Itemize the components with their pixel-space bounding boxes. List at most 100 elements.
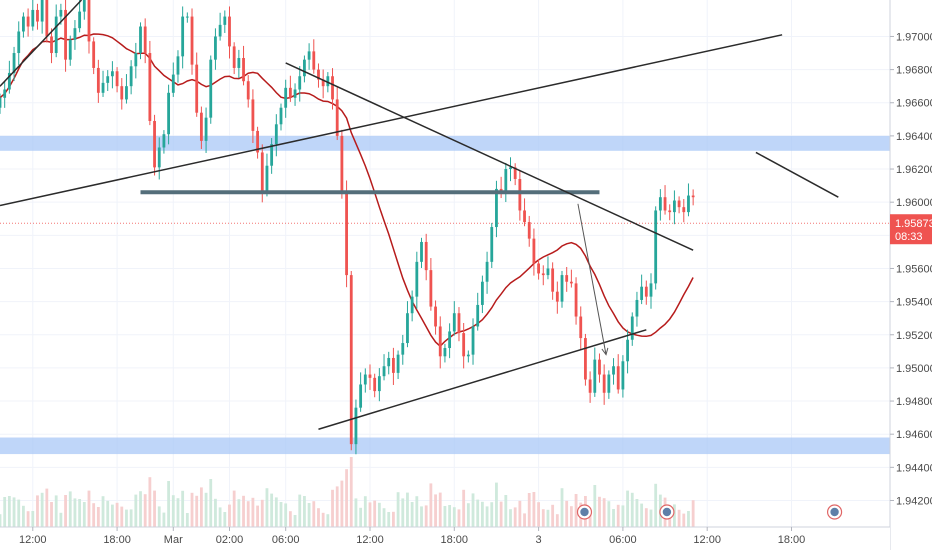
volume-bar xyxy=(265,488,269,527)
event-marker-3-icon xyxy=(830,507,839,517)
candle-body xyxy=(480,281,484,305)
candle-body xyxy=(429,270,433,307)
candle-body xyxy=(312,51,316,70)
volume-bar xyxy=(504,495,508,527)
volume-bar xyxy=(462,489,466,527)
candle-body xyxy=(181,16,185,57)
volume-bar xyxy=(471,493,475,527)
candle-body xyxy=(635,299,639,317)
price-label-value: 1.95873 xyxy=(895,218,932,230)
candle-body xyxy=(574,283,578,317)
volume-bar xyxy=(120,506,124,527)
volume-bar xyxy=(167,481,171,527)
y-tick-label: 1.95400 xyxy=(896,297,932,309)
price-axis[interactable]: 1.94200 1.94400 1.94600 1.94800 1.95000 1.952… xyxy=(889,0,932,550)
volume-bar xyxy=(78,499,82,527)
candle-body xyxy=(96,67,100,93)
candle-body xyxy=(396,354,400,373)
left-partial-line xyxy=(0,0,83,87)
candle-body xyxy=(687,195,690,213)
volume-bar xyxy=(312,501,316,527)
volume-bar xyxy=(448,505,452,527)
candle-body xyxy=(7,72,11,90)
volume-bar xyxy=(96,507,100,527)
volume-bar xyxy=(303,496,306,527)
event-marker-1-icon xyxy=(580,507,589,517)
candle-body xyxy=(649,283,653,297)
descending-trendline xyxy=(285,62,694,251)
candle-body xyxy=(106,76,110,83)
volume-bar xyxy=(499,501,503,527)
x-tick-label: 06:00 xyxy=(609,534,637,546)
volume-bar xyxy=(153,490,156,527)
volume-bar xyxy=(228,504,231,527)
x-tick-label: 3 xyxy=(536,534,542,546)
candle-body xyxy=(242,58,245,82)
horizontal-zones[interactable] xyxy=(0,135,890,455)
volume-bar xyxy=(237,499,241,527)
candle-body xyxy=(368,374,372,378)
volume-bar xyxy=(537,502,540,527)
y-tick-label: 1.94400 xyxy=(896,462,932,474)
candle-body xyxy=(644,286,648,297)
volume-bar xyxy=(644,508,648,527)
volume-bar xyxy=(654,483,658,527)
x-tick-label: 18:00 xyxy=(778,534,806,546)
volume-bar xyxy=(143,494,147,527)
candle-body xyxy=(555,291,559,302)
volume-bar xyxy=(340,480,344,527)
candle-body xyxy=(382,366,386,377)
volume-bar xyxy=(218,507,222,527)
candle-body xyxy=(677,200,681,208)
candle-body xyxy=(167,92,171,135)
candle-body xyxy=(471,326,475,355)
volume-bar xyxy=(204,492,208,527)
y-tick-label: 1.96000 xyxy=(896,197,932,209)
candlesticks xyxy=(0,0,695,455)
candle-body xyxy=(452,313,456,332)
candle-body xyxy=(195,64,199,113)
candle-body xyxy=(579,316,583,339)
candle-body xyxy=(612,366,615,375)
volume-bar xyxy=(513,507,517,527)
candle-body xyxy=(354,407,358,445)
candle-body xyxy=(228,16,231,47)
y-tick-label: 1.95000 xyxy=(896,363,932,375)
volume-bar xyxy=(199,487,203,527)
volume-bar xyxy=(36,495,39,527)
candle-body xyxy=(466,354,470,357)
candle-body xyxy=(143,26,147,54)
volume-bar xyxy=(649,509,653,527)
y-tick-label: 1.96800 xyxy=(896,65,932,77)
candle-body xyxy=(485,261,489,282)
candle-body xyxy=(359,384,363,408)
volume-bar xyxy=(335,486,339,527)
drawing-tools[interactable] xyxy=(0,0,839,430)
event-markers[interactable] xyxy=(576,504,843,520)
candle-body xyxy=(448,331,452,349)
time-axis[interactable]: 12:00 18:00 Mar 02:00 06:00 12:00 18:00 3 06:00 1… xyxy=(0,526,890,550)
volume-bar xyxy=(438,492,442,527)
volume-bar xyxy=(223,512,227,527)
volume-bar xyxy=(523,513,526,527)
candle-body xyxy=(284,87,288,108)
candle-body xyxy=(551,268,555,292)
x-tick-label: 02:00 xyxy=(216,534,244,546)
candle-body xyxy=(682,207,686,213)
volume-bar xyxy=(251,497,255,527)
candle-body xyxy=(12,53,16,73)
candle-body xyxy=(260,152,264,193)
volume-bar xyxy=(541,509,545,527)
candle-body xyxy=(513,167,517,179)
volume-bar xyxy=(555,514,559,527)
current-price-label: 1.95873 08:33 xyxy=(890,214,932,245)
volume-bar xyxy=(607,501,611,527)
volume-bar xyxy=(7,496,11,527)
volume-bar xyxy=(148,477,152,527)
volume-bar xyxy=(17,499,21,527)
volume-bar xyxy=(125,509,128,527)
volume-bar xyxy=(682,513,686,527)
volume-bar xyxy=(162,512,166,527)
